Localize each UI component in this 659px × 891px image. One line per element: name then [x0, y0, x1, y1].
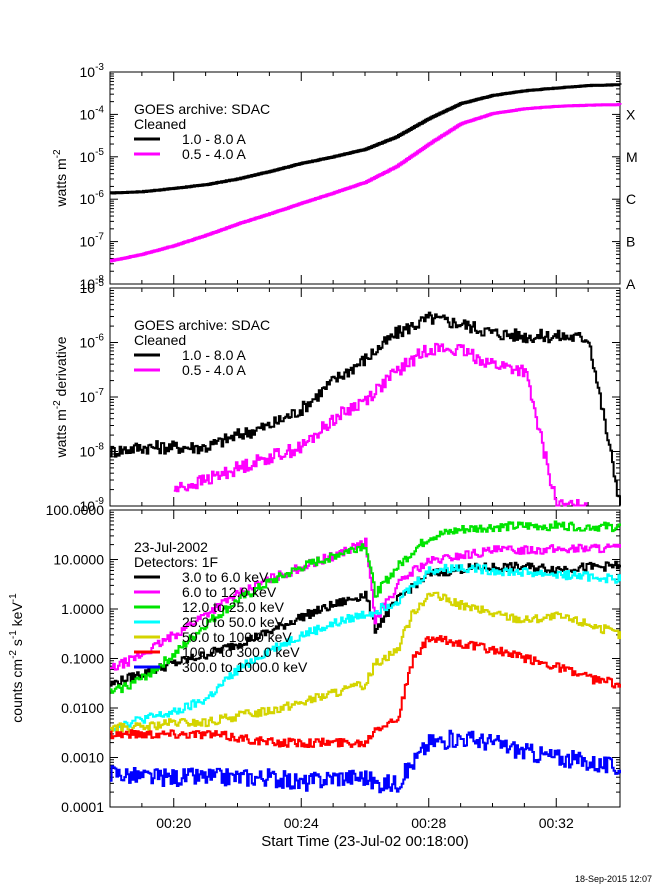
- legend-entry: 12.0 to 25.0 keV: [182, 599, 285, 615]
- goes-class-label: C: [626, 191, 636, 207]
- y-tick-label: 10.0000: [53, 552, 104, 568]
- y-tick-label: 1.0000: [61, 601, 104, 617]
- series-line-0-5-4-0-A: [110, 103, 622, 263]
- axes-layer: 10-3 10-4 10-5 10-6 10-7 10-8 X M C B A 10-5 10-6 10-…: [46, 62, 638, 831]
- y-tick-label: 0.0010: [61, 750, 104, 766]
- y-tick-label: 100.0000: [46, 502, 105, 518]
- series-line-25-0-to-50-0-keV: [110, 563, 621, 732]
- flux-y-axis-label: watts m-2: [52, 149, 69, 208]
- legend-title: Detectors: 1F: [134, 554, 218, 570]
- y-tick-label: 10-5: [80, 278, 105, 296]
- x-tick-label: 00:28: [411, 815, 446, 831]
- x-tick-label: 00:24: [284, 815, 319, 831]
- goes-class-label: X: [626, 106, 636, 122]
- timestamp: 18-Sep-2015 12:07: [575, 874, 652, 884]
- legend-entry: 300.0 to 1000.0 keV: [182, 659, 308, 675]
- legend-title: GOES archive: SDAC: [134, 101, 270, 117]
- y-tick-label: 10-3: [80, 62, 105, 80]
- legend-entry: 1.0 - 8.0 A: [182, 347, 246, 363]
- goes-class-label: M: [626, 149, 638, 165]
- y-tick-label: 10-5: [80, 147, 105, 165]
- legend-entry: 100.0 to 300.0 keV: [182, 644, 300, 660]
- legend-title: GOES archive: SDAC: [134, 317, 270, 333]
- goes-class-label: B: [626, 234, 635, 250]
- legend-entry: 3.0 to 6.0 keV: [182, 569, 269, 585]
- series-line-1-0-8-0-A: [110, 83, 622, 195]
- legend-title: Cleaned: [134, 332, 186, 348]
- legend-entry: 0.5 - 4.0 A: [182, 146, 246, 162]
- series-line-3-0-to-6-0-keV: [110, 560, 621, 687]
- series-line-12-0-to-25-0-keV: [110, 520, 621, 694]
- x-tick-label: 00:20: [156, 815, 191, 831]
- rhessi-y-axis-label: counts cm-2 s-1 keV-1: [8, 593, 25, 723]
- y-tick-label: 10-6: [80, 333, 105, 351]
- x-tick-label: 00:32: [539, 815, 574, 831]
- series-line-1-0-8-0-A: [110, 311, 621, 506]
- derivative-y-axis-label: watts m-2 derivative: [52, 336, 69, 458]
- legend-entry: 50.0 to 100.0 keV: [182, 629, 292, 645]
- y-tick-label: 10-9: [80, 496, 105, 514]
- x-axis-label: Start Time (23-Jul-02 00:18:00): [261, 833, 469, 850]
- goes-class-label: A: [626, 276, 636, 292]
- series-line-0-5-4-0-A: [173, 342, 588, 507]
- y-tick-label: 10-8: [80, 274, 105, 292]
- legend-entry: 1.0 - 8.0 A: [182, 131, 246, 147]
- y-tick-label: 10-7: [80, 232, 105, 250]
- series-layer: [110, 83, 622, 794]
- series-line-6-0-to-12-0-keV: [110, 537, 621, 671]
- legend-title: 23-Jul-2002: [134, 539, 208, 555]
- y-tick-label: 0.0001: [61, 799, 104, 815]
- legend-entry: 0.5 - 4.0 A: [182, 362, 246, 378]
- y-tick-label: 10-4: [80, 104, 105, 122]
- series-line-50-0-to-100-0-keV: [110, 591, 621, 733]
- y-tick-label: 0.1000: [61, 651, 104, 667]
- legend-entry: 6.0 to 12.0 keV: [182, 584, 277, 600]
- y-tick-label: 10-6: [80, 189, 105, 207]
- series-line-100-0-to-300-0-keV: [110, 635, 621, 748]
- series-line-300-0-to-1000-0-keV: [110, 729, 621, 794]
- y-tick-label: 0.0100: [61, 700, 104, 716]
- y-tick-label: 10-8: [80, 442, 105, 460]
- legend-entry: 25.0 to 50.0 keV: [182, 614, 285, 630]
- legend-title: Cleaned: [134, 116, 186, 132]
- y-tick-label: 10-7: [80, 387, 105, 405]
